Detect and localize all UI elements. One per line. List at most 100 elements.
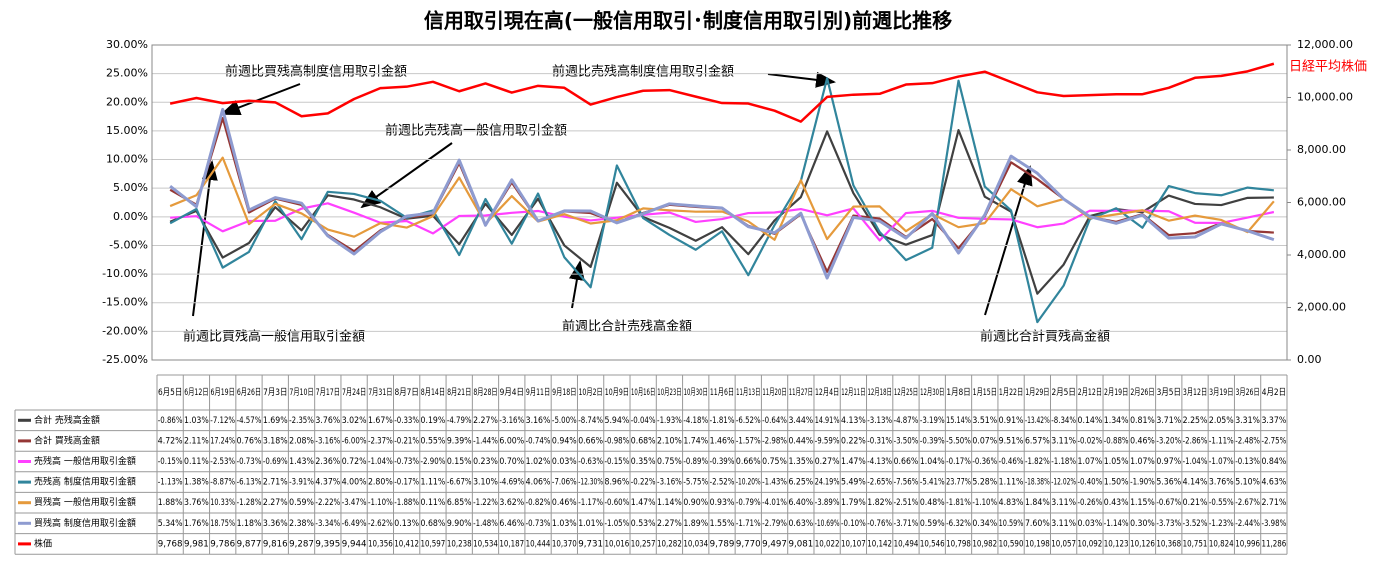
table-cell: 9,786 xyxy=(210,539,235,549)
table-cell: 0.72% xyxy=(342,457,367,467)
table-cell: 24.19% xyxy=(815,478,840,488)
table-cell: -4.18% xyxy=(683,416,708,426)
table-cell: -2.79% xyxy=(762,519,787,529)
x-tick-label: 12月4日 xyxy=(815,387,839,398)
x-tick-label: 2月26日 xyxy=(1130,387,1154,398)
table-cell: -12.02% xyxy=(1051,478,1076,488)
table-cell: -1.44% xyxy=(473,436,498,446)
table-cell: 10,597 xyxy=(421,539,446,549)
table-cell: 0.90% xyxy=(683,498,708,508)
table-cell: 10,590 xyxy=(999,539,1024,549)
table-cell: -1.28% xyxy=(237,498,262,508)
table-cell: -0.73% xyxy=(526,519,551,529)
y-tick-label: 20.00% xyxy=(106,95,148,108)
table-cell: 0.66% xyxy=(894,457,919,467)
table-cell: -9.59% xyxy=(815,436,840,446)
table-cell: -3.16% xyxy=(657,478,682,488)
table-cell: -18.38% xyxy=(1025,478,1050,488)
table-cell: -5.00% xyxy=(552,416,577,426)
table-cell: -6.52% xyxy=(736,416,761,426)
table-cell: -12.30% xyxy=(578,478,603,488)
table-cell: 4.72% xyxy=(158,436,183,446)
table-cell: 1.04% xyxy=(920,457,945,467)
x-tick-label: 11月20日 xyxy=(762,387,786,398)
table-cell: 3.71% xyxy=(1156,416,1181,426)
table-cell: 10,092 xyxy=(1078,539,1103,549)
table-cell: -0.46% xyxy=(999,457,1024,467)
table-cell: 2.36% xyxy=(315,457,340,467)
table-cell: 2.10% xyxy=(657,436,682,446)
table-cell: 1.34% xyxy=(1104,416,1129,426)
table-cell: 10,238 xyxy=(447,539,472,549)
table-cell: -3.50% xyxy=(894,436,919,446)
table-cell: -0.76% xyxy=(867,519,892,529)
x-tick-label: 9月4日 xyxy=(500,387,524,398)
y-tick-label: -20.00% xyxy=(102,324,148,337)
table-cell: 1.38% xyxy=(184,478,209,488)
x-tick-label: 1月22日 xyxy=(999,387,1023,398)
table-cell: 0.70% xyxy=(499,457,524,467)
table-cell: 1.46% xyxy=(710,436,735,446)
table-cell: -1.81% xyxy=(710,416,735,426)
table-cell: 3.18% xyxy=(263,436,288,446)
table-cell: 5.34% xyxy=(158,519,183,529)
table-cell: 5.49% xyxy=(841,478,866,488)
annotations: 前週比買残高制度信用取引金額 前週比売残高一般信用取引金額 前週比売残高制度信用… xyxy=(183,60,1367,345)
y-tick-label: 25.00% xyxy=(106,67,148,80)
table-cell: -6.49% xyxy=(342,519,367,529)
table-cell: 9,944 xyxy=(342,539,367,549)
table-cell: 0.48% xyxy=(920,498,945,508)
table-cell: 6.00% xyxy=(499,436,524,446)
table-cell: -0.82% xyxy=(526,498,551,508)
table-cell: 1.55% xyxy=(710,519,735,529)
table-cell: 1.84% xyxy=(1025,498,1050,508)
table-cell: 10,412 xyxy=(394,539,419,549)
y-tick-label: -5.00% xyxy=(109,238,148,251)
table-cell: 0.84% xyxy=(1261,457,1286,467)
x-tick-label: 9月18日 xyxy=(552,387,576,398)
series-line xyxy=(169,62,1275,123)
table-cell: -0.69% xyxy=(263,457,288,467)
table-cell: 9.39% xyxy=(447,436,472,446)
table-cell: 9,497 xyxy=(762,539,787,549)
table-cell: 3.76% xyxy=(315,416,340,426)
table-cell: 4.06% xyxy=(526,478,551,488)
x-tick-label: 3月19日 xyxy=(1209,387,1233,398)
table-cell: 2.05% xyxy=(1209,416,1234,426)
table-cell: 9,395 xyxy=(315,539,340,549)
table-cell: 0.11% xyxy=(184,457,209,467)
table-cell: -1.14% xyxy=(1104,519,1129,529)
table-cell: 1.07% xyxy=(1130,457,1155,467)
table-cell: 2.80% xyxy=(368,478,393,488)
table-cell: -2.53% xyxy=(210,457,235,467)
y-tick-label: 5.00% xyxy=(113,181,148,194)
x-tick-label: 1月29日 xyxy=(1025,387,1049,398)
table-cell: 0.81% xyxy=(1130,416,1155,426)
table-cell: 1.11% xyxy=(999,478,1024,488)
table-cell: 2.27% xyxy=(473,416,498,426)
table-cell: 4.37% xyxy=(315,478,340,488)
table-cell: -0.89% xyxy=(683,457,708,467)
table-cell: -0.64% xyxy=(762,416,787,426)
table-cell: 0.59% xyxy=(289,498,314,508)
table-cell: 10,107 xyxy=(841,539,866,549)
table-cell: 1.03% xyxy=(552,519,577,529)
table-cell: 5.36% xyxy=(1156,478,1181,488)
x-tick-label: 7月17日 xyxy=(316,387,340,398)
table-cell: 10,034 xyxy=(683,539,708,549)
table-cell: -0.73% xyxy=(394,457,419,467)
table-cell: -6.00% xyxy=(342,436,367,446)
table-cell: 1.50% xyxy=(1104,478,1129,488)
x-tick-label: 9月11日 xyxy=(526,387,550,398)
table-cell: 1.82% xyxy=(867,498,892,508)
x-tick-label: 6月19日 xyxy=(211,387,235,398)
table-cell: -2.62% xyxy=(368,519,393,529)
table-cell: 0.22% xyxy=(841,436,866,446)
table-cell: -2.65% xyxy=(867,478,892,488)
table-cell: 10,282 xyxy=(657,539,682,549)
table-cell: -4.79% xyxy=(447,416,472,426)
table-cell: -4.01% xyxy=(762,498,787,508)
table-cell: 0.68% xyxy=(631,436,656,446)
table-cell: 10,126 xyxy=(1130,539,1155,549)
